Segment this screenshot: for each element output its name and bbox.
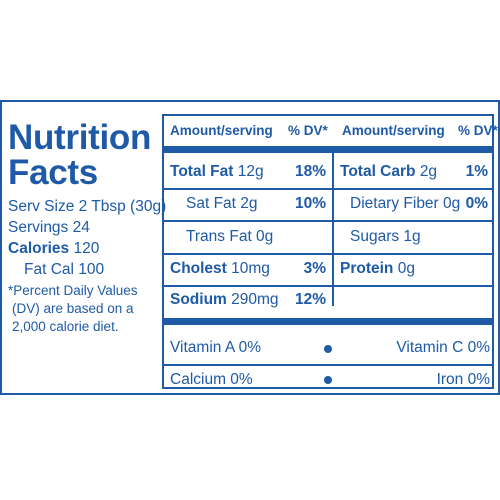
nutrition-facts-label: Nutrition Facts Serv Size 2 Tbsp (30g) S… [0,100,500,395]
vitamin-rule [164,364,492,366]
label-left-column: Nutrition Facts Serv Size 2 Tbsp (30g) S… [8,118,167,336]
footnote-line-1: *Percent Daily Values [8,283,138,298]
protein-amount: 0g [397,260,415,277]
calcium: Calcium 0% [170,371,253,388]
footnote-line-2: (DV) are based on a [12,301,134,316]
servings-per-container: Servings 24 [8,219,90,236]
serving-size: Serv Size 2 Tbsp (30g) [8,198,167,215]
header-dv-left: % DV* [288,123,328,138]
protein-label: Protein [340,260,394,277]
protein-row: Protein 0g [340,259,415,279]
total-carb-amount: 2g [419,163,438,180]
total-fat-label: Total Fat [170,163,234,180]
iron: Iron 0% [436,371,490,388]
row-rule-3 [164,253,492,255]
dietary-fiber-dv: 0% [465,195,488,212]
trans-fat: Trans Fat 0g [186,228,274,245]
total-carb-label: Total Carb [340,163,416,180]
row-rule-2 [164,220,492,222]
sodium-dv: 12% [294,291,326,308]
vitamin-thick-rule [164,318,492,325]
calories-label: Calories [8,240,70,257]
footnote: *Percent Daily Values (DV) are based on … [8,282,163,336]
sugars: Sugars 1g [350,228,421,245]
sodium-row: Sodium 290mg [170,290,279,310]
total-fat-row: Total Fat 12g [170,162,264,182]
total-fat-amount: 12g [237,163,264,180]
row-rule-1 [164,188,492,190]
cholesterol-label: Cholest [170,260,227,277]
dietary-fiber: Dietary Fiber 0g [350,195,461,212]
sodium-amount: 290mg [231,291,279,308]
table-header: Amount/serving % DV* Amount/serving % DV… [164,116,498,146]
footnote-line-3: 2,000 calorie diet. [12,319,119,334]
total-carb-dv: 1% [465,163,488,180]
header-amount-right: Amount/serving [342,123,445,138]
header-dv-right: % DV* [458,123,498,138]
header-amount-left: Amount/serving [170,123,273,138]
column-divider [332,153,334,306]
nutrient-table: Amount/serving % DV* Amount/serving % DV… [162,114,498,389]
sat-fat: Sat Fat 2g [186,195,258,212]
fat-calories: Fat Cal 100 [24,261,105,278]
header-thick-rule [164,146,492,153]
cholesterol-row: Cholest 10mg [170,259,270,279]
cholesterol-amount: 10mg [231,260,270,277]
calories-value: 120 [73,240,100,257]
cholesterol-dv: 3% [303,260,326,277]
row-rule-4 [164,285,492,287]
vitamin-a: Vitamin A 0% [170,339,262,356]
vitamin-c: Vitamin C 0% [396,339,490,356]
total-carb-row: Total Carb 2g [340,162,437,182]
title-nutrition: Nutrition [8,118,152,157]
bullet-dot-icon [324,345,332,353]
total-fat-dv: 18% [294,163,326,180]
title-facts: Facts [8,153,98,192]
bullet-dot-icon [324,376,332,384]
sodium-label: Sodium [170,291,227,308]
calories-row: Calories 120 [8,238,163,259]
sat-fat-dv: 10% [294,195,326,212]
